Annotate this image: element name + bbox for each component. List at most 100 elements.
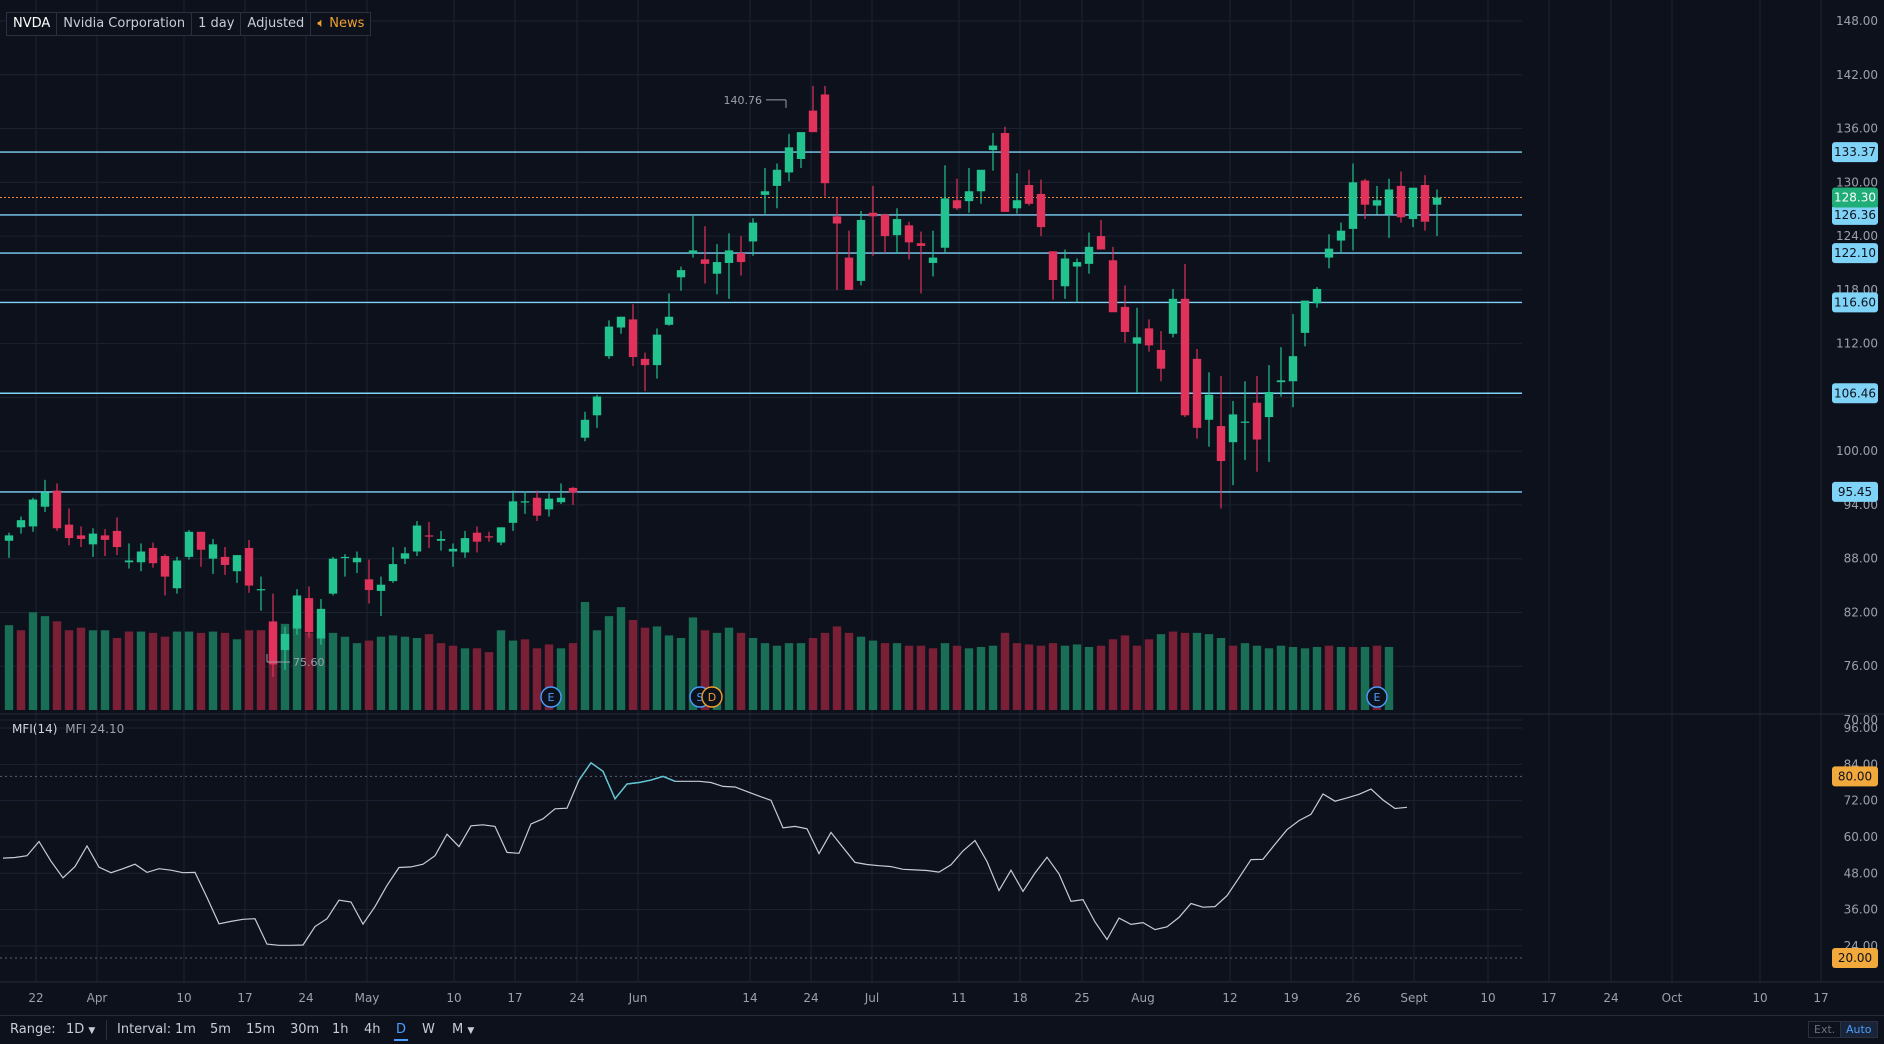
candle-body <box>1048 251 1058 280</box>
candle-body <box>1204 394 1214 420</box>
candle-body <box>748 222 758 242</box>
mfi-value: MFI 24.10 <box>65 722 125 736</box>
candle-body <box>220 556 230 565</box>
volume-bar <box>604 616 614 710</box>
candle-body <box>340 556 350 559</box>
candle-body <box>1228 414 1238 443</box>
volume-bar <box>1240 643 1250 710</box>
candle-body <box>424 535 434 537</box>
volume-bar <box>148 632 158 710</box>
interval-30m[interactable]: 30m <box>290 1022 320 1037</box>
candle-body <box>400 553 410 559</box>
volume-bar <box>916 645 926 710</box>
volume-bar <box>796 643 806 710</box>
volume-bar <box>388 635 398 710</box>
volume-bar <box>316 632 326 710</box>
volume-bar <box>1084 647 1094 710</box>
volume-bar <box>124 631 134 710</box>
volume-bar <box>1180 632 1190 710</box>
volume-bar <box>652 626 662 710</box>
news-toggle[interactable]: 🔈︎ News <box>311 13 370 35</box>
candle-body <box>1144 328 1154 346</box>
candle-body <box>328 558 338 594</box>
volume-bar <box>1060 645 1070 710</box>
volume-bar <box>1348 647 1358 710</box>
price-tick-label: 100.00 <box>1836 444 1878 458</box>
volume-bar <box>856 636 866 710</box>
last-price-badge <box>1832 187 1878 208</box>
range-select[interactable]: 1D ▼ <box>66 1022 95 1037</box>
volume-bar <box>1228 645 1238 710</box>
time-axis[interactable]: 22 Apr 10 17 24 May 10 17 24 Jun 14 24 Jul 11 18 25 Aug 1… <box>28 991 1828 1005</box>
volume-bar <box>256 630 266 710</box>
volume-bar <box>1156 634 1166 710</box>
time-tick-label: Apr <box>87 991 108 1005</box>
candle-body <box>16 520 26 528</box>
interval-4h[interactable]: 4h <box>364 1022 381 1037</box>
candle-body <box>1372 200 1382 206</box>
mfi-tick-label: 96.00 <box>1844 721 1878 735</box>
adjustment-label[interactable]: Adjusted <box>241 13 312 35</box>
volume-bar <box>580 602 590 710</box>
candle-body <box>724 250 734 263</box>
interval-1m[interactable]: 1m <box>175 1022 196 1037</box>
symbol-label[interactable]: NVDA <box>7 13 58 35</box>
extended-hours-button[interactable]: Ext. <box>1808 1021 1842 1038</box>
interval-m[interactable]: M ▼ <box>452 1022 474 1037</box>
volume-bar <box>196 632 206 710</box>
interval-d[interactable]: D <box>396 1022 407 1037</box>
horizontal-levels <box>0 151 1522 493</box>
candle-body <box>556 497 566 503</box>
mfi-tick-label: 60.00 <box>1844 830 1878 844</box>
candle-body <box>868 212 878 217</box>
volume-bar <box>664 635 674 710</box>
event-marker-label: E <box>548 691 555 704</box>
interval-label: Interval: <box>117 1022 172 1037</box>
candle-body <box>640 358 650 366</box>
volume-bar <box>424 634 434 710</box>
candle-body <box>1060 258 1070 287</box>
candle-body <box>184 531 194 557</box>
timeframe-label[interactable]: 1 day <box>192 13 242 35</box>
volume-bar <box>988 645 998 710</box>
candle-body <box>580 419 590 438</box>
candle-body <box>304 598 314 633</box>
volume-bar <box>808 638 818 710</box>
company-name: Nvidia Corporation <box>57 13 193 35</box>
mfi-band-label: 80.00 <box>1838 769 1872 783</box>
level-badge <box>1832 142 1878 163</box>
interval-w[interactable]: W <box>422 1022 435 1037</box>
interval-1h[interactable]: 1h <box>332 1022 349 1037</box>
volume-bar <box>76 627 86 710</box>
candle-body <box>652 334 662 366</box>
candle-body <box>796 132 806 160</box>
candle-body <box>976 169 986 192</box>
mfi-tick-label: 48.00 <box>1844 866 1878 880</box>
volume-bar <box>1324 645 1334 710</box>
auto-scale-button[interactable]: Auto <box>1840 1021 1878 1038</box>
volume-bar <box>1048 643 1058 710</box>
interval-5m[interactable]: 5m <box>210 1022 231 1037</box>
candle-body <box>1312 288 1322 304</box>
level-badge-label: 116.60 <box>1834 295 1876 309</box>
candle-body <box>244 547 254 586</box>
volume-bar <box>232 639 242 710</box>
candle-body <box>508 501 518 523</box>
candle-body <box>952 200 962 209</box>
range-value: 1D <box>66 1022 85 1037</box>
price-axis[interactable]: 148.00142.00136.00130.00124.00118.00112.… <box>1832 14 1878 968</box>
interval-15m[interactable]: 15m <box>246 1022 276 1037</box>
candle-body <box>148 547 158 564</box>
caret-down-icon: ▼ <box>467 1026 475 1036</box>
candle-body <box>448 548 458 552</box>
high-annotation: 140.76 <box>724 94 763 107</box>
candle-body <box>1276 380 1286 383</box>
volume-bar <box>532 648 542 710</box>
candle-body <box>1408 187 1418 220</box>
candle-body <box>496 527 506 543</box>
level-badge-label: 126.36 <box>1834 208 1876 222</box>
volume-bar <box>928 648 938 710</box>
volume-bar <box>892 643 902 710</box>
volume-bar <box>1312 647 1322 710</box>
